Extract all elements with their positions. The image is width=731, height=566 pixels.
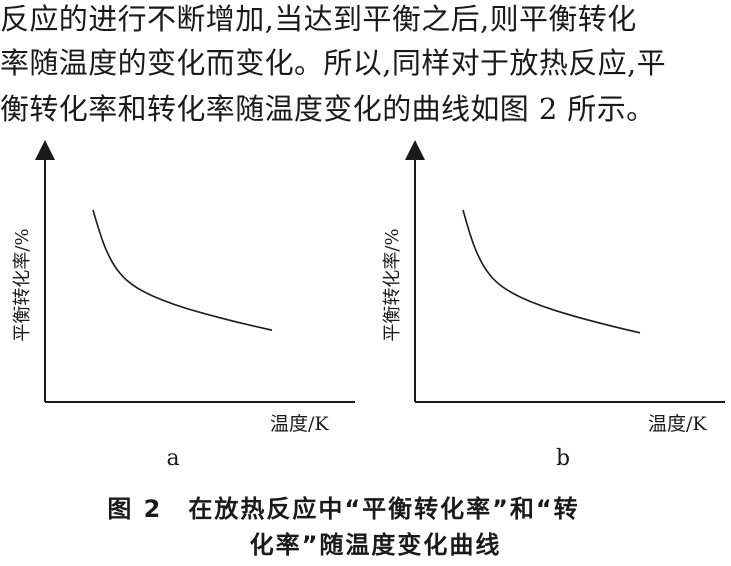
paragraph-line: 反应的进行不断增加,当达到平衡之后,则平衡转化 — [0, 2, 637, 36]
figure-b: 平衡转化率/% 温度/K b — [370, 140, 731, 480]
chart-a-svg: 平衡转化率/% 温度/K a — [12, 140, 355, 471]
x-axis-label: 温度/K — [270, 413, 329, 435]
y-axis-label: 平衡转化率/% — [12, 228, 33, 341]
chart-b-svg: 平衡转化率/% 温度/K b — [382, 140, 725, 471]
subfigure-label-b: b — [556, 446, 570, 471]
paragraph-line: 率随温度的变化而变化。所以,同样对于放热反应,平 — [0, 46, 667, 80]
figure-caption-line-2: 化率”随温度变化曲线 — [249, 531, 502, 559]
y-axis-label: 平衡转化率/% — [382, 228, 403, 341]
figure-a: 平衡转化率/% 温度/K a — [0, 140, 370, 480]
x-axis-label: 温度/K — [648, 413, 707, 435]
curve-a — [92, 209, 273, 331]
paragraph-line: 衡转化率和转化率随温度变化的曲线如图 2 所示。 — [0, 92, 656, 126]
subfigure-label-a: a — [166, 446, 179, 471]
curve-b — [462, 209, 641, 334]
figure-caption-line-1: 图 2 在放热反应中“平衡转化率”和“转 — [107, 495, 580, 523]
